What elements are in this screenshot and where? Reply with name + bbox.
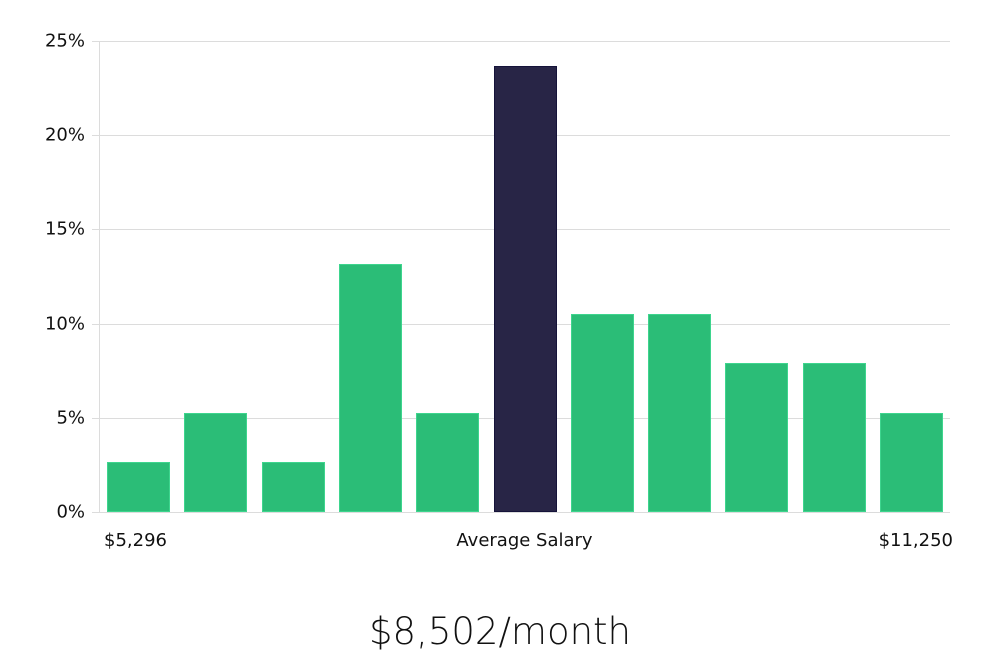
y-tick-label: 0%: [56, 501, 85, 523]
bar: [571, 314, 634, 512]
bar: [725, 363, 788, 512]
average-salary-value: $8,502/month: [368, 610, 632, 653]
bar-average-bin: [494, 66, 557, 512]
bar: [184, 413, 247, 512]
gridline: [92, 41, 950, 42]
bar: [648, 314, 711, 512]
x-label-max: $11,250: [878, 530, 953, 551]
x-axis-title: Average Salary: [456, 530, 593, 551]
bar: [416, 413, 479, 512]
y-axis-line: [99, 41, 100, 512]
y-tick-label: 10%: [44, 313, 85, 335]
y-tick-label: 15%: [44, 218, 85, 240]
bar: [262, 462, 325, 512]
salary-distribution-chart: $5,296 Average Salary $11,250 0% 5% 10% 15%…: [44, 30, 953, 552]
bar: [107, 462, 170, 512]
bar: [339, 264, 402, 512]
bar: [803, 363, 866, 512]
gridline: [92, 512, 950, 513]
y-tick-label: 25%: [44, 30, 85, 52]
bar: [880, 413, 943, 512]
y-tick-label: 20%: [44, 124, 85, 146]
x-label-min: $5,296: [104, 530, 167, 551]
y-tick-label: 5%: [56, 407, 85, 429]
